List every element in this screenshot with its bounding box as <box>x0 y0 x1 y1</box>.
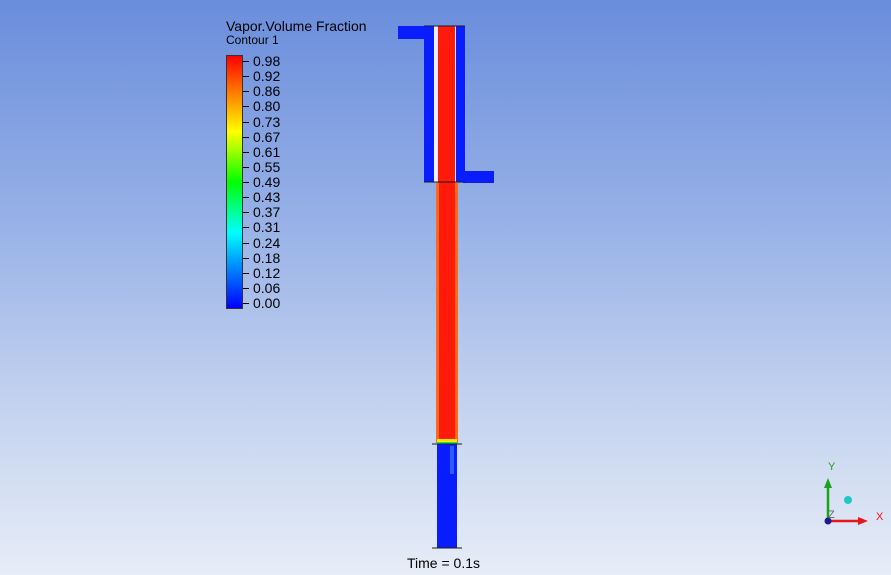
x-axis-arrowhead <box>858 517 868 525</box>
legend-tick-label: 0.24 <box>253 234 281 251</box>
legend-tick-label: 0.86 <box>253 83 281 100</box>
legend-tick-label: 0.98 <box>253 53 281 69</box>
legend-tick-label: 0.61 <box>253 143 281 160</box>
legend-tick-label: 0.67 <box>253 128 281 145</box>
legend-tick-mark <box>243 91 249 93</box>
legend-tick-label: 0.00 <box>253 295 281 311</box>
vapor-column-edge-left <box>436 183 439 443</box>
legend-tick-mark <box>243 121 249 123</box>
legend-tick-label: 0.49 <box>253 174 281 190</box>
view-sphere-icon <box>844 496 852 504</box>
z-axis-dot <box>824 517 832 525</box>
legend-tick-mark <box>243 227 249 229</box>
vapor-column-edge-right <box>455 183 458 443</box>
annulus-left <box>424 26 434 182</box>
legend-tick-label: 0.80 <box>253 98 281 115</box>
legend-tick-label: 0.31 <box>253 219 281 236</box>
legend-tick-mark <box>243 257 249 259</box>
liquid-column-streak <box>450 446 454 474</box>
y-axis-label: Y <box>828 461 836 473</box>
y-axis-arrowhead <box>824 478 832 488</box>
legend-tick-mark <box>243 182 249 183</box>
legend-tick-mark <box>243 303 249 304</box>
colorbar <box>226 55 243 309</box>
axis-triad: X Y Z <box>812 458 887 533</box>
legend-tick-mark <box>243 106 249 108</box>
manifold-inner-gap-left <box>434 26 438 182</box>
legend-tick-mark <box>243 61 249 62</box>
legend-tick-mark <box>243 197 249 199</box>
legend-tick-mark <box>243 76 249 78</box>
inlet-pipe-left <box>398 26 432 39</box>
legend-tick-label: 0.18 <box>253 249 281 266</box>
vapor-column <box>438 26 455 443</box>
legend-tick-label: 0.92 <box>253 68 281 85</box>
interface-band-green <box>437 442 457 444</box>
legend-title: Vapor.Volume Fraction <box>226 18 367 34</box>
legend-tick-label: 0.55 <box>253 158 281 175</box>
legend-tick-mark <box>243 287 249 289</box>
outlet-pipe-right <box>463 171 494 183</box>
legend-tick-mark <box>243 212 249 214</box>
axis-triad-graphic <box>824 478 868 525</box>
time-label: Time = 0.1s <box>407 555 481 571</box>
interface-band-yellow <box>437 439 457 442</box>
legend-tick-mark <box>243 136 249 138</box>
x-axis-label: X <box>876 511 884 523</box>
legend-tick-mark <box>243 272 249 274</box>
legend-tick-mark <box>243 242 249 244</box>
legend-tick-label: 0.73 <box>253 113 281 130</box>
legend-tick-mark <box>243 166 249 168</box>
annulus-right <box>456 26 465 182</box>
legend-tick-label: 0.06 <box>253 279 281 296</box>
legend-tick-labels: 0.98 0.92 0.86 0.80 0.73 0.67 0.61 0.55 0.49 0.43… <box>253 53 313 311</box>
legend-tick-label: 0.43 <box>253 189 281 206</box>
legend-tick-mark <box>243 151 249 153</box>
z-axis-label: Z <box>828 509 835 521</box>
legend-subtitle: Contour 1 <box>226 33 279 47</box>
legend-tick-label: 0.12 <box>253 264 281 281</box>
legend-tick-label: 0.37 <box>253 204 281 221</box>
